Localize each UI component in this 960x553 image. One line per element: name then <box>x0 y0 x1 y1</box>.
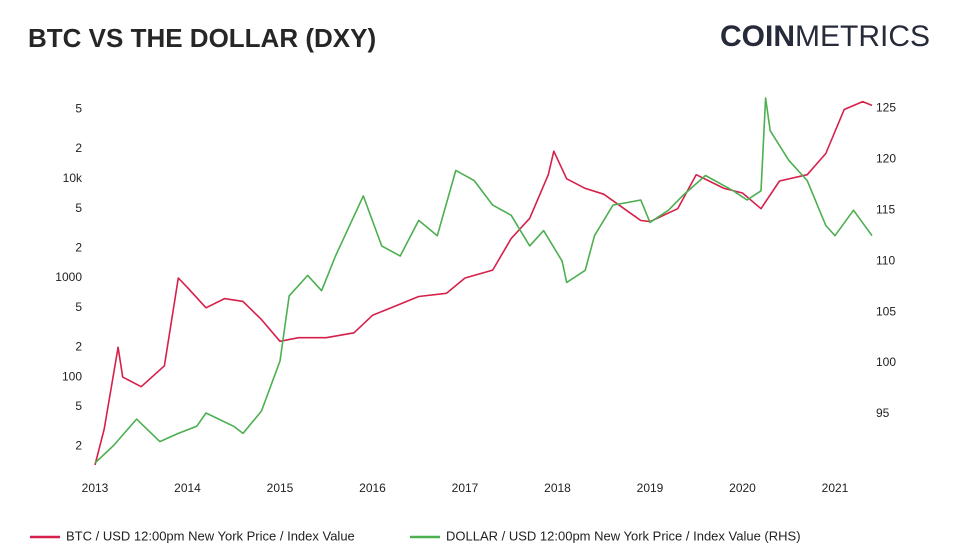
y2-tick-label: 115 <box>876 202 895 216</box>
x-tick-label: 2021 <box>822 481 849 495</box>
y2-tick-label: 100 <box>876 355 896 369</box>
logo-light: METRICS <box>795 20 930 53</box>
series-line <box>94 100 873 466</box>
y-tick-label: 5 <box>75 399 82 413</box>
y-tick-label: 2 <box>75 240 82 254</box>
legend-label: DOLLAR / USD 12:00pm New York Price / In… <box>446 528 801 543</box>
x-tick-label: 2018 <box>544 481 571 495</box>
y-tick-label: 1000 <box>55 270 82 284</box>
x-tick-label: 2015 <box>267 481 294 495</box>
x-tick-label: 2014 <box>174 481 201 495</box>
logo: COINMETRICS <box>720 20 930 53</box>
logo-bold: COIN <box>720 20 795 53</box>
x-tick-label: 2019 <box>637 481 664 495</box>
x-tick-label: 2017 <box>452 481 479 495</box>
y-tick-label: 10k <box>63 171 83 185</box>
y-tick-label: 2 <box>75 339 82 353</box>
y-tick-label: 2 <box>75 439 82 453</box>
y2-tick-label: 120 <box>876 151 896 165</box>
y-tick-label: 5 <box>75 300 82 314</box>
y-tick-label: 5 <box>75 102 82 116</box>
x-tick-label: 2020 <box>729 481 756 495</box>
chart-title: BTC VS THE DOLLAR (DXY) <box>28 23 376 53</box>
y-tick-label: 2 <box>75 141 82 155</box>
x-tick-label: 2016 <box>359 481 386 495</box>
legend-label: BTC / USD 12:00pm New York Price / Index… <box>66 528 355 543</box>
y-tick-label: 5 <box>75 201 82 215</box>
y2-tick-label: 110 <box>876 253 895 267</box>
x-tick-label: 2013 <box>82 481 109 495</box>
y-tick-label: 100 <box>62 369 82 383</box>
y2-tick-label: 125 <box>876 100 896 114</box>
y2-tick-label: 105 <box>876 304 896 318</box>
y2-tick-label: 95 <box>876 406 890 420</box>
series-line <box>94 97 873 464</box>
